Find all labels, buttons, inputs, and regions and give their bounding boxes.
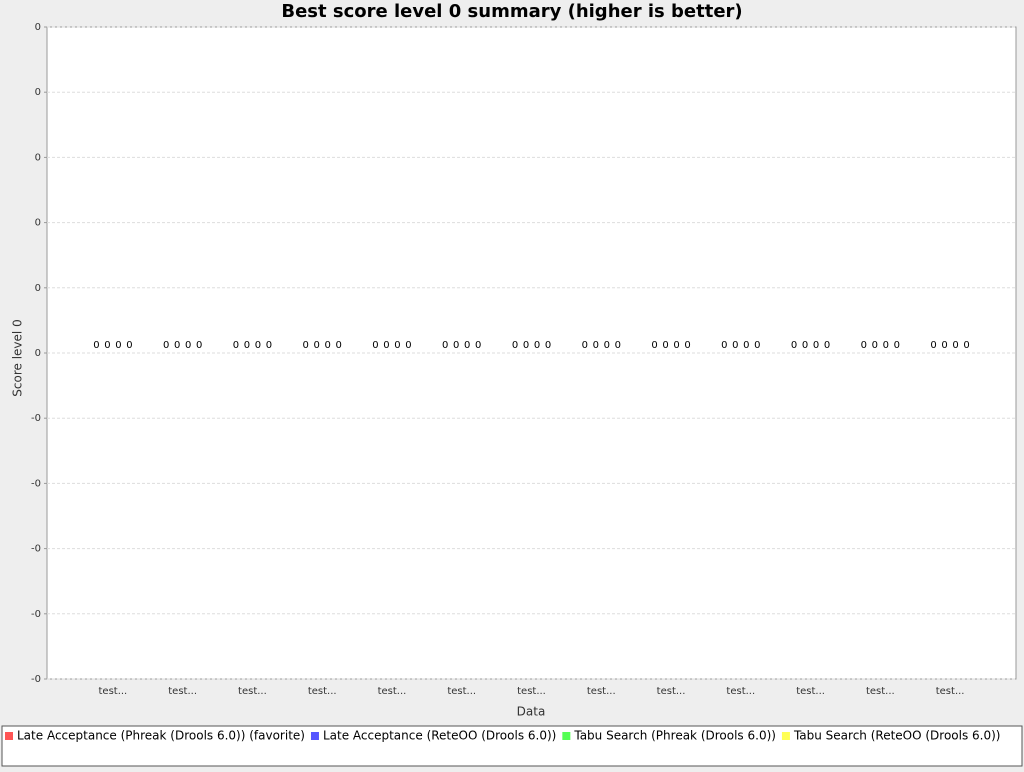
data-label: 0 (754, 340, 760, 351)
data-label: 0 (163, 340, 169, 351)
data-label: 0 (325, 340, 331, 351)
data-label: 0 (174, 340, 180, 351)
data-label: 0 (615, 340, 621, 351)
y-tick-label: -0 (31, 413, 41, 424)
y-tick-label: 0 (35, 152, 41, 163)
data-label: 0 (442, 340, 448, 351)
data-label: 0 (196, 340, 202, 351)
data-label: 0 (185, 340, 191, 351)
data-label: 0 (453, 340, 459, 351)
legend-swatch (310, 732, 319, 740)
data-label: 0 (115, 340, 121, 351)
data-label: 0 (824, 340, 830, 351)
data-label: 0 (721, 340, 727, 351)
legend-swatch (562, 732, 571, 740)
data-label: 0 (475, 340, 481, 351)
y-tick-label: -0 (31, 674, 41, 685)
x-tick-label: test... (308, 686, 337, 697)
y-tick-label: 0 (35, 22, 41, 33)
data-label: 0 (894, 340, 900, 351)
data-label: 0 (244, 340, 250, 351)
data-label: 0 (545, 340, 551, 351)
x-tick-label: test... (657, 686, 686, 697)
data-label: 0 (383, 340, 389, 351)
data-label: 0 (673, 340, 679, 351)
data-label: 0 (684, 340, 690, 351)
legend-label: Tabu Search (ReteOO (Drools 6.0)) (793, 729, 1001, 743)
data-label: 0 (593, 340, 599, 351)
x-tick-label: test... (447, 686, 476, 697)
data-label: 0 (405, 340, 411, 351)
data-label: 0 (394, 340, 400, 351)
data-label: 0 (93, 340, 99, 351)
y-tick-label: 0 (35, 218, 41, 229)
data-label: 0 (534, 340, 540, 351)
data-label: 0 (582, 340, 588, 351)
chart-title: Best score level 0 summary (higher is be… (281, 1, 742, 22)
legend-label: Late Acceptance (ReteOO (Drools 6.0)) (323, 729, 556, 743)
data-label: 0 (732, 340, 738, 351)
data-label: 0 (872, 340, 878, 351)
data-label: 0 (813, 340, 819, 351)
data-label: 0 (802, 340, 808, 351)
data-label: 0 (662, 340, 668, 351)
data-label: 0 (255, 340, 261, 351)
y-tick-label: 0 (35, 283, 41, 294)
data-label: 0 (126, 340, 132, 351)
data-label: 0 (883, 340, 889, 351)
y-axis-label: Score level 0 (11, 319, 25, 396)
data-label: 0 (651, 340, 657, 351)
x-tick-label: test... (378, 686, 407, 697)
x-tick-label: test... (99, 686, 128, 697)
x-tick-label: test... (587, 686, 616, 697)
data-label: 0 (791, 340, 797, 351)
x-tick-label: test... (168, 686, 197, 697)
data-label: 0 (930, 340, 936, 351)
data-label: 0 (233, 340, 239, 351)
legend-label: Tabu Search (Phreak (Drools 6.0)) (573, 729, 776, 743)
data-label: 0 (523, 340, 529, 351)
data-label: 0 (266, 340, 272, 351)
x-tick-label: test... (726, 686, 755, 697)
y-tick-label: -0 (31, 478, 41, 489)
y-tick-label: 0 (35, 87, 41, 98)
legend-swatch (781, 732, 790, 740)
x-tick-label: test... (866, 686, 895, 697)
data-label: 0 (743, 340, 749, 351)
y-tick-label: -0 (31, 544, 41, 555)
x-tick-label: test... (796, 686, 825, 697)
legend-swatch (5, 732, 13, 740)
data-label: 0 (464, 340, 470, 351)
data-label: 0 (512, 340, 518, 351)
y-tick-label: -0 (31, 609, 41, 620)
x-tick-label: test... (936, 686, 965, 697)
data-label: 0 (963, 340, 969, 351)
x-axis-label: Data (517, 705, 546, 719)
legend-label: Late Acceptance (Phreak (Drools 6.0)) (f… (17, 729, 305, 743)
data-label: 0 (604, 340, 610, 351)
data-label: 0 (861, 340, 867, 351)
data-label: 0 (941, 340, 947, 351)
data-label: 0 (314, 340, 320, 351)
x-tick-label: test... (238, 686, 267, 697)
data-label: 0 (336, 340, 342, 351)
y-tick-label: 0 (35, 348, 41, 359)
data-label: 0 (952, 340, 958, 351)
data-label: 0 (372, 340, 378, 351)
data-label: 0 (104, 340, 110, 351)
data-label: 0 (303, 340, 309, 351)
x-tick-label: test... (517, 686, 546, 697)
legend (1, 725, 1023, 767)
